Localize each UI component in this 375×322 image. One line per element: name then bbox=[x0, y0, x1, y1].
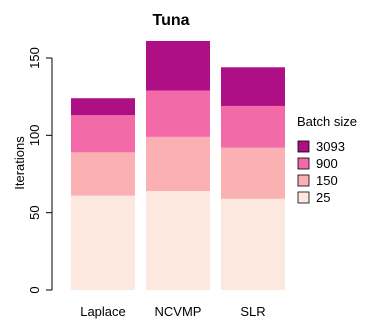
legend-swatch-25 bbox=[298, 192, 309, 203]
legend-label-25: 25 bbox=[316, 190, 330, 205]
bar-ncvmp-3093 bbox=[146, 41, 210, 90]
x-tick-label-ncvmp: NCVMP bbox=[155, 304, 202, 319]
legend-label-3093: 3093 bbox=[316, 139, 345, 154]
legend-label-150: 150 bbox=[316, 173, 338, 188]
bar-laplace-150 bbox=[71, 152, 135, 195]
x-tick-label-laplace: Laplace bbox=[80, 304, 126, 319]
legend-items: 3093 900 150 25 bbox=[298, 139, 345, 205]
bar-slr-3093 bbox=[221, 67, 285, 106]
legend-label-900: 900 bbox=[316, 156, 338, 171]
bar-laplace-25 bbox=[71, 196, 135, 290]
legend-swatch-150 bbox=[298, 175, 309, 186]
y-tick-label-150: 150 bbox=[27, 47, 42, 69]
bars-group bbox=[71, 41, 285, 290]
y-tick-label-0: 0 bbox=[27, 286, 42, 293]
x-tick-label-slr: SLR bbox=[240, 304, 265, 319]
y-tick-label-50: 50 bbox=[27, 205, 42, 219]
bar-ncvmp-25 bbox=[146, 191, 210, 290]
legend-swatch-900 bbox=[298, 158, 309, 169]
y-tick-label-100: 100 bbox=[27, 124, 42, 146]
y-axis-label: Iterations bbox=[12, 136, 27, 190]
bar-laplace-900 bbox=[71, 115, 135, 152]
legend: Batch size 3093 900 150 25 bbox=[297, 114, 357, 205]
legend-swatch-3093 bbox=[298, 141, 309, 152]
bar-slr-150 bbox=[221, 148, 285, 199]
y-axis: 0 50 100 150 bbox=[27, 47, 52, 293]
bar-slr-25 bbox=[221, 199, 285, 290]
chart-title: Tuna bbox=[152, 12, 189, 29]
bar-ncvmp-900 bbox=[146, 90, 210, 136]
x-axis-tick-labels: Laplace NCVMP SLR bbox=[80, 304, 265, 319]
bar-ncvmp-150 bbox=[146, 137, 210, 191]
bar-laplace-3093 bbox=[71, 98, 135, 115]
bar-slr-900 bbox=[221, 106, 285, 148]
legend-title: Batch size bbox=[297, 114, 357, 129]
